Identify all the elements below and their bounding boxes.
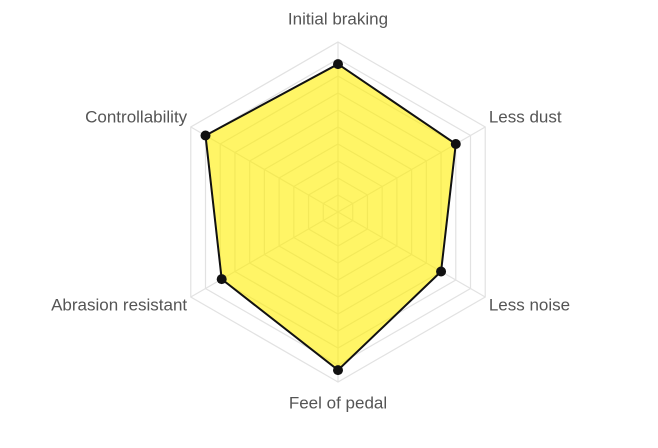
axis-label: Abrasion resistant <box>51 295 187 314</box>
axis-label: Less noise <box>489 295 570 314</box>
data-point <box>333 59 343 70</box>
data-point <box>333 365 343 376</box>
axis-label: Initial braking <box>288 9 388 28</box>
axis-label: Controllability <box>85 107 188 126</box>
axis-label: Less dust <box>489 107 562 126</box>
data-point <box>450 139 461 149</box>
axis-label: Feel of pedal <box>289 393 387 412</box>
data-area <box>204 62 457 372</box>
data-point <box>436 266 447 277</box>
data-point <box>216 274 227 285</box>
data-point <box>200 130 211 141</box>
